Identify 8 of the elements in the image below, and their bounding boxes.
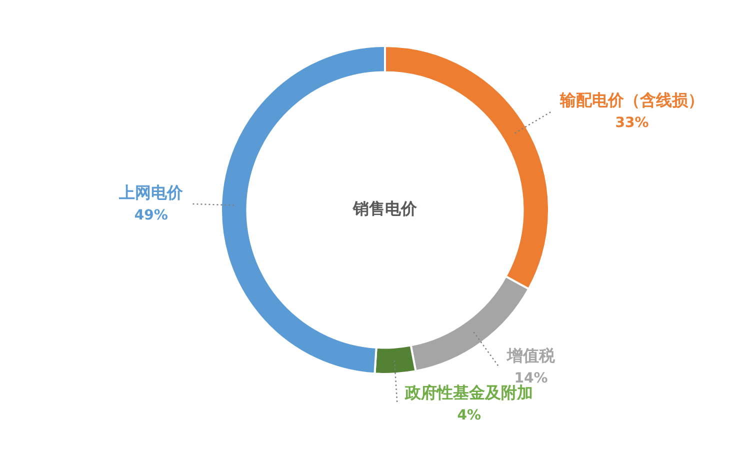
text: 销售电价: [352, 199, 418, 218]
data-label: 33%: [615, 114, 649, 131]
slice-label: 输配电价（含线损）: [558, 90, 704, 110]
slice-label: 政府性基金及附加: [404, 382, 534, 402]
slice-label: 上网电价: [118, 183, 184, 202]
data-label: 49%: [134, 208, 168, 224]
data-label: 4%: [457, 407, 482, 424]
slice-label: 增值税: [506, 346, 556, 366]
